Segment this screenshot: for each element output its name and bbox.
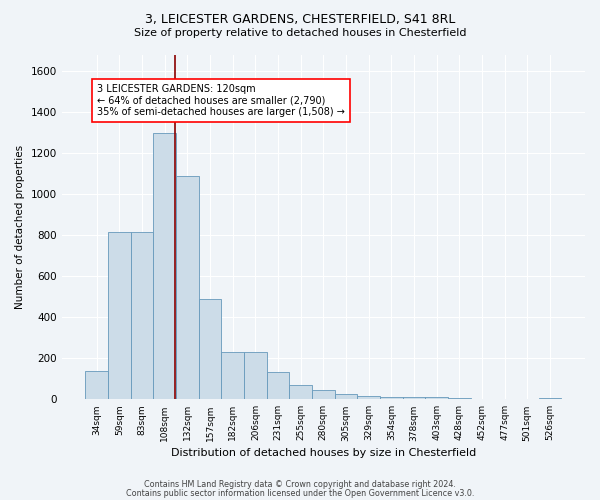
Bar (131, 232, 154, 400)
X-axis label: Distribution of detached houses by size in Chesterfield: Distribution of detached houses by size … (171, 448, 476, 458)
Text: Contains HM Land Registry data © Crown copyright and database right 2024.: Contains HM Land Registry data © Crown c… (144, 480, 456, 489)
Bar (266, 372, 289, 400)
Bar (425, 398, 448, 400)
Bar (335, 394, 358, 400)
Bar (358, 396, 380, 400)
Bar (199, 299, 221, 400)
Y-axis label: Number of detached properties: Number of detached properties (15, 145, 25, 309)
Text: Contains public sector information licensed under the Open Government Licence v3: Contains public sector information licen… (126, 488, 474, 498)
Bar (108, 232, 131, 400)
Bar (244, 352, 266, 400)
Bar (154, 133, 176, 400)
Bar (176, 176, 199, 400)
Bar (85, 370, 108, 400)
Text: 3, LEICESTER GARDENS, CHESTERFIELD, S41 8RL: 3, LEICESTER GARDENS, CHESTERFIELD, S41 … (145, 12, 455, 26)
Bar (312, 390, 335, 400)
Bar (403, 398, 425, 400)
Bar (539, 398, 561, 400)
Bar (289, 385, 312, 400)
Bar (380, 398, 403, 400)
Text: 3 LEICESTER GARDENS: 120sqm
← 64% of detached houses are smaller (2,790)
35% of : 3 LEICESTER GARDENS: 120sqm ← 64% of det… (97, 84, 345, 117)
Bar (448, 398, 470, 400)
Text: Size of property relative to detached houses in Chesterfield: Size of property relative to detached ho… (134, 28, 466, 38)
Bar (221, 352, 244, 400)
